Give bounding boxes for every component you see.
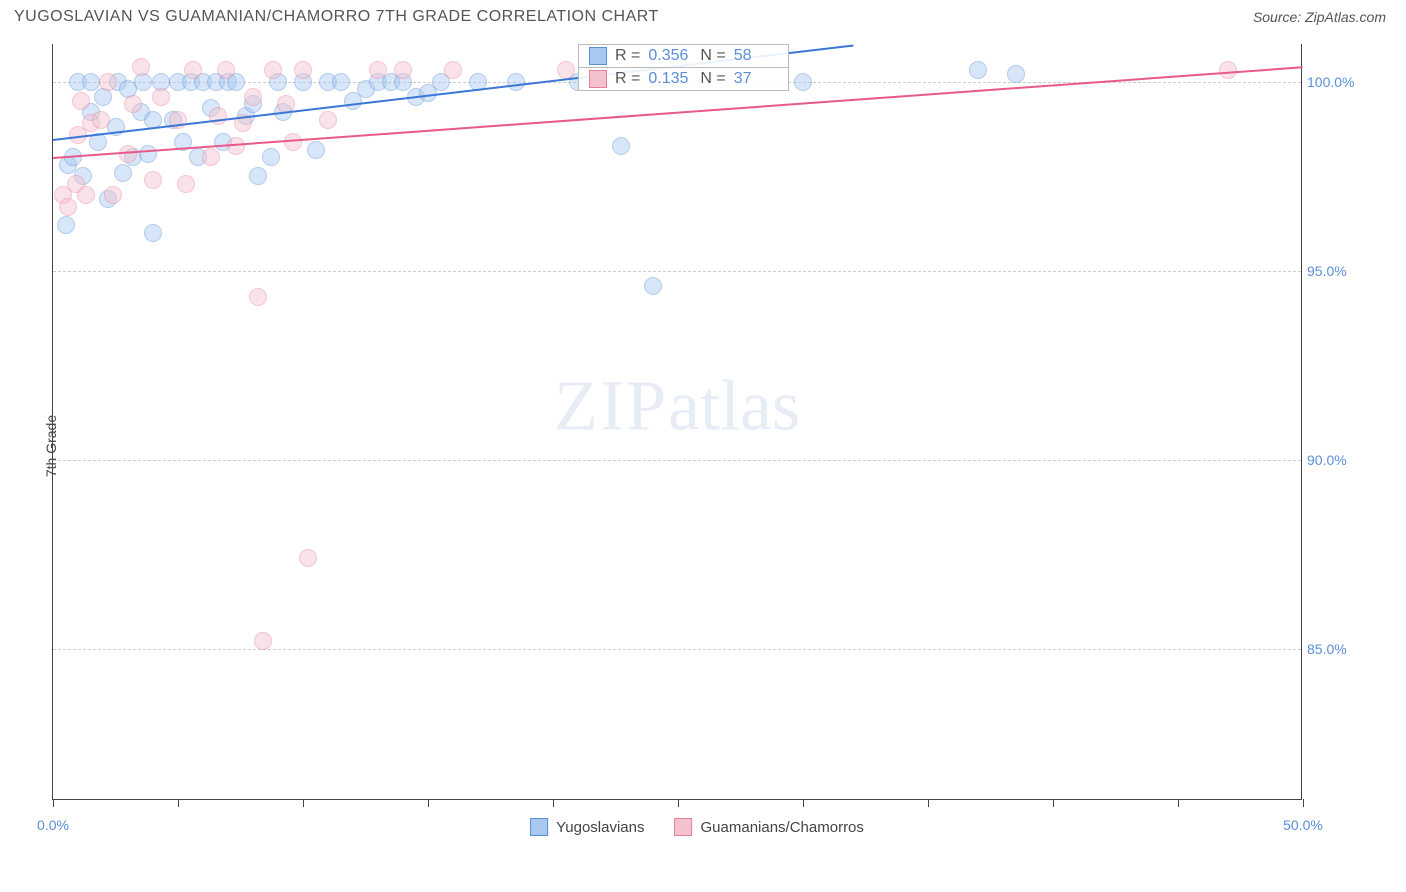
- data-point: [444, 61, 462, 79]
- gridline: [53, 460, 1301, 461]
- stats-box: R = 0.356 N = 58 R = 0.135 N = 37: [578, 44, 789, 91]
- data-point: [299, 549, 317, 567]
- n-value: 58: [734, 47, 778, 65]
- x-tick: [928, 799, 929, 807]
- data-point: [262, 148, 280, 166]
- data-point: [124, 95, 142, 113]
- x-tick: [678, 799, 679, 807]
- data-point: [969, 61, 987, 79]
- data-point: [644, 277, 662, 295]
- data-point: [294, 61, 312, 79]
- data-point: [132, 58, 150, 76]
- x-tick: [1178, 799, 1179, 807]
- x-tick: [1303, 799, 1304, 807]
- data-point: [114, 164, 132, 182]
- source-attribution: Source: ZipAtlas.com: [1253, 9, 1386, 25]
- legend-item-yugoslavians: Yugoslavians: [530, 818, 644, 836]
- y-tick-label: 85.0%: [1307, 641, 1359, 657]
- n-label: N =: [700, 70, 725, 88]
- x-tick: [53, 799, 54, 807]
- stats-row: R = 0.356 N = 58: [579, 45, 788, 67]
- legend-item-guamanians: Guamanians/Chamorros: [675, 818, 864, 836]
- data-point: [1007, 65, 1025, 83]
- data-point: [104, 186, 122, 204]
- stats-swatch-icon: [589, 70, 607, 88]
- data-point: [92, 111, 110, 129]
- chart-title: YUGOSLAVIAN VS GUAMANIAN/CHAMORRO 7TH GR…: [14, 8, 659, 26]
- data-point: [177, 175, 195, 193]
- data-point: [794, 73, 812, 91]
- r-label: R =: [615, 47, 640, 65]
- y-tick-label: 90.0%: [1307, 452, 1359, 468]
- gridline: [53, 649, 1301, 650]
- data-point: [249, 167, 267, 185]
- y-tick-label: 95.0%: [1307, 263, 1359, 279]
- x-tick: [303, 799, 304, 807]
- x-tick-label: 50.0%: [1283, 817, 1323, 833]
- x-tick: [553, 799, 554, 807]
- stats-swatch-icon: [589, 47, 607, 65]
- n-value: 37: [734, 70, 778, 88]
- data-point: [254, 632, 272, 650]
- legend: Yugoslavians Guamanians/Chamorros: [530, 818, 864, 836]
- data-point: [82, 73, 100, 91]
- x-tick: [803, 799, 804, 807]
- data-point: [59, 198, 77, 216]
- gridline: [53, 271, 1301, 272]
- data-point: [319, 111, 337, 129]
- correlation-scatter-chart: ZIPatlas 85.0%90.0%95.0%100.0%0.0%50.0%R…: [52, 44, 1342, 800]
- legend-label: Guamanians/Chamorros: [701, 819, 864, 836]
- data-point: [394, 61, 412, 79]
- data-point: [332, 73, 350, 91]
- x-tick: [1053, 799, 1054, 807]
- data-point: [202, 148, 220, 166]
- data-point: [507, 73, 525, 91]
- data-point: [152, 88, 170, 106]
- n-label: N =: [700, 47, 725, 65]
- data-point: [369, 61, 387, 79]
- data-point: [134, 73, 152, 91]
- data-point: [139, 145, 157, 163]
- data-point: [144, 224, 162, 242]
- data-point: [244, 88, 262, 106]
- r-value: 0.135: [648, 70, 692, 88]
- r-label: R =: [615, 70, 640, 88]
- stats-row: R = 0.135 N = 37: [579, 67, 788, 90]
- r-value: 0.356: [648, 47, 692, 65]
- data-point: [612, 137, 630, 155]
- legend-swatch-icon: [675, 818, 693, 836]
- data-point: [57, 216, 75, 234]
- plot-area: ZIPatlas 85.0%90.0%95.0%100.0%0.0%50.0%R…: [52, 44, 1302, 800]
- data-point: [264, 61, 282, 79]
- data-point: [307, 141, 325, 159]
- x-tick: [428, 799, 429, 807]
- data-point: [217, 61, 235, 79]
- data-point: [144, 171, 162, 189]
- y-tick-label: 100.0%: [1307, 74, 1359, 90]
- data-point: [284, 133, 302, 151]
- data-point: [72, 92, 90, 110]
- data-point: [249, 288, 267, 306]
- watermark: ZIPatlas: [554, 365, 800, 448]
- x-tick: [178, 799, 179, 807]
- legend-swatch-icon: [530, 818, 548, 836]
- data-point: [77, 186, 95, 204]
- x-tick-label: 0.0%: [37, 817, 69, 833]
- data-point: [99, 73, 117, 91]
- data-point: [184, 61, 202, 79]
- legend-label: Yugoslavians: [556, 819, 644, 836]
